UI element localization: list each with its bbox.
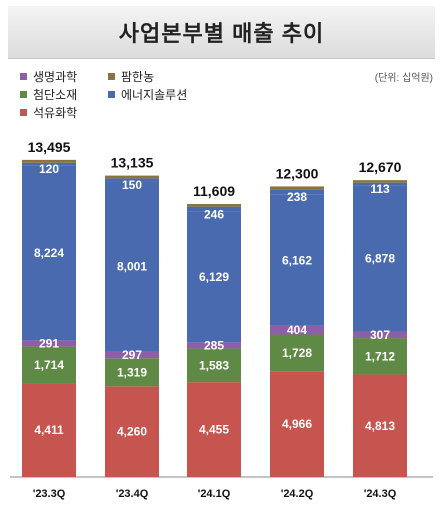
- bar-segment-4: [270, 194, 324, 326]
- data-label: 6,162: [282, 253, 312, 267]
- data-label: 6,129: [199, 270, 229, 284]
- bar-segment-5: [22, 162, 76, 166]
- total-label: 12,300: [276, 165, 319, 181]
- data-label: 8,001: [117, 260, 147, 274]
- data-label: 285: [204, 338, 224, 352]
- data-label: 291: [39, 336, 59, 350]
- data-label: 404: [287, 323, 307, 337]
- bar-segment-6: [353, 180, 407, 183]
- bar-segment-6: [22, 159, 76, 163]
- bar-segment-3: [353, 331, 407, 339]
- x-tick-label: '23.4Q: [116, 488, 149, 500]
- total-label: 12,670: [359, 159, 402, 175]
- data-label: 238: [287, 190, 307, 204]
- data-label: 4,455: [199, 423, 229, 437]
- x-tick-label: '24.1Q: [198, 488, 231, 500]
- data-label: 4,411: [34, 423, 64, 437]
- unit-note: (단위: 십억원): [374, 73, 433, 84]
- bar-segment-5: [187, 206, 241, 212]
- data-label: 1,319: [117, 365, 147, 379]
- bar-segment-4: [187, 211, 241, 343]
- legend-label: 팜한농: [121, 70, 155, 84]
- chart-title-bar: 사업본부별 매출 추이: [8, 6, 435, 59]
- legend-swatch-icon: [108, 73, 115, 80]
- data-label: 8,224: [34, 246, 64, 260]
- x-tick-label: '23.3Q: [33, 488, 66, 500]
- legend-label: 에너지솔루션: [121, 88, 188, 102]
- bar-segment-4: [353, 185, 407, 332]
- legend-item-life-science: 생명과학: [20, 68, 77, 85]
- bar-segment-1: [22, 383, 76, 477]
- legend-item-energy-solution: 에너지솔루션: [108, 86, 187, 103]
- data-label: 4,966: [282, 417, 312, 431]
- legend-swatch-icon: [20, 109, 27, 116]
- data-label: 246: [204, 207, 224, 221]
- bar-segment-3: [105, 351, 159, 359]
- data-label: 6,878: [365, 251, 395, 265]
- data-label: 1,714: [34, 358, 64, 372]
- bar-segment-4: [105, 181, 159, 352]
- data-label: 1,712: [365, 349, 395, 363]
- bar-segment-4: [22, 165, 76, 341]
- bar-segment-6: [105, 175, 159, 179]
- bar-segment-2: [105, 358, 159, 387]
- data-label: 150: [122, 178, 142, 192]
- data-label: 120: [39, 162, 59, 176]
- data-label: 4,260: [117, 425, 147, 439]
- legend-swatch-icon: [20, 73, 27, 80]
- total-label: 13,495: [28, 139, 71, 155]
- bar-segment-2: [22, 346, 76, 384]
- data-label: 1,728: [282, 346, 312, 360]
- data-label: 297: [122, 348, 142, 362]
- data-label: 307: [370, 328, 390, 342]
- bar-segment-5: [270, 189, 324, 195]
- x-tick-label: '24.2Q: [281, 488, 314, 500]
- legend-swatch-icon: [108, 91, 115, 98]
- total-label: 11,609: [193, 183, 235, 199]
- bar-segment-1: [353, 374, 407, 477]
- bar-segment-5: [353, 182, 407, 186]
- legend-item-advanced-materials: 첨단소재: [20, 86, 77, 103]
- legend-swatch-icon: [20, 91, 27, 98]
- bar-segment-6: [270, 186, 324, 190]
- bar-segment-1: [270, 371, 324, 477]
- bar-segment-1: [187, 382, 241, 477]
- legend-item-farm-hannong: 팜한농: [108, 68, 154, 85]
- bar-segment-3: [187, 342, 241, 349]
- legend-label: 생명과학: [33, 70, 78, 84]
- total-label: 13,135: [111, 155, 154, 171]
- bar-segment-5: [105, 178, 159, 182]
- bar-segment-2: [187, 348, 241, 383]
- data-label: 4,813: [365, 419, 395, 433]
- legend-label: 석유화학: [33, 106, 78, 120]
- legend-item-petrochemicals: 석유화학: [20, 104, 77, 121]
- data-label: 1,583: [199, 358, 229, 372]
- bar-segment-2: [353, 338, 407, 375]
- bar-segment-1: [105, 386, 159, 477]
- bar-segment-3: [270, 325, 324, 335]
- bar-segment-3: [22, 340, 76, 347]
- x-tick-label: '24.3Q: [364, 488, 397, 500]
- bar-segment-6: [187, 203, 241, 207]
- chart-title: 사업본부별 매출 추이: [118, 21, 325, 46]
- legend-label: 첨단소재: [33, 88, 78, 102]
- data-label: 113: [370, 182, 390, 196]
- bar-segment-2: [270, 334, 324, 372]
